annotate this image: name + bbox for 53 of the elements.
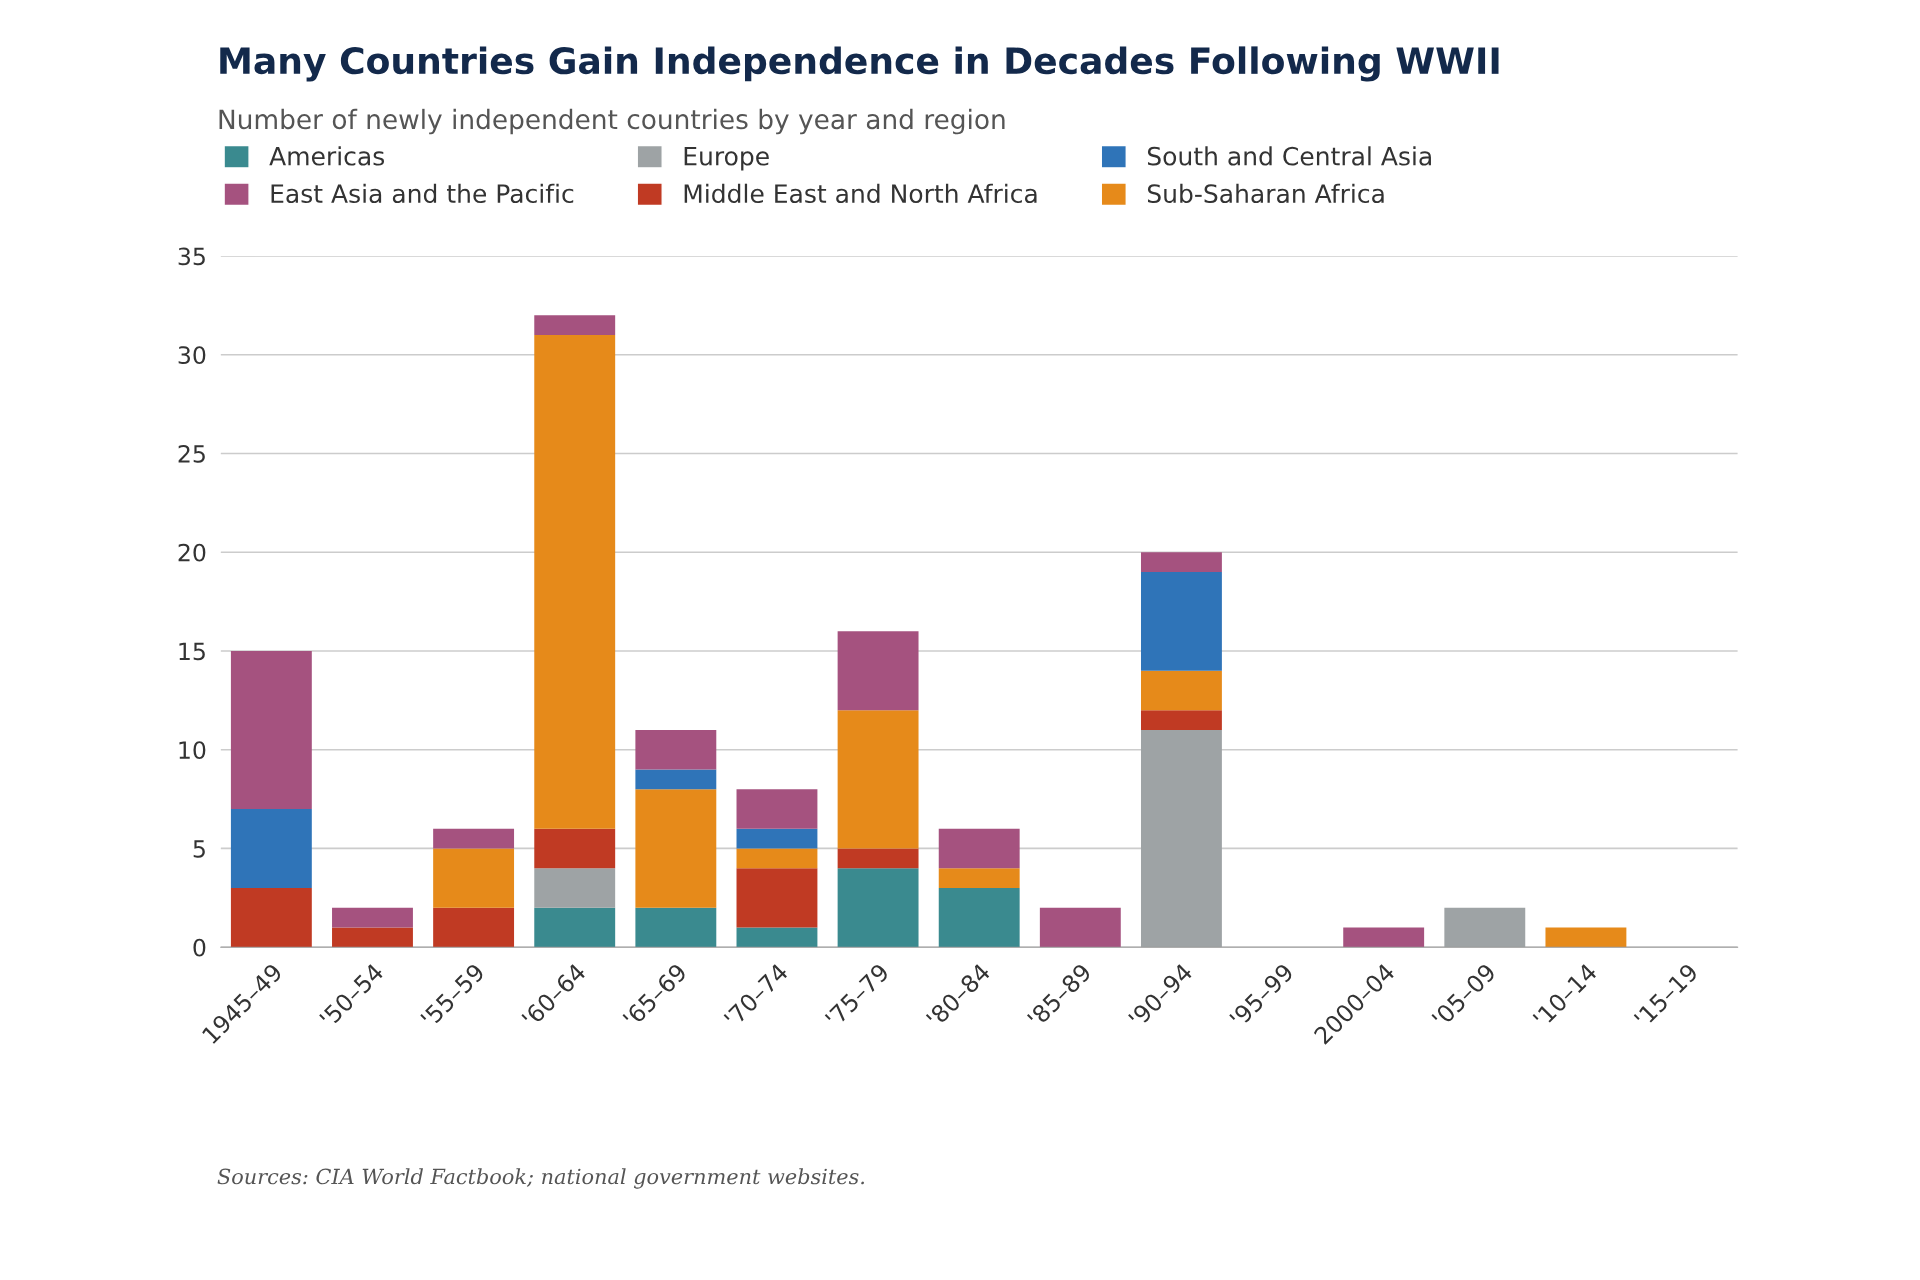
bar — [736, 868, 818, 928]
bar — [1039, 907, 1121, 948]
bar — [1140, 670, 1222, 711]
bar — [635, 907, 717, 948]
bar — [534, 334, 616, 829]
y-tick-label: 25 — [178, 444, 205, 463]
y-tick-label: 15 — [179, 642, 205, 661]
bar — [433, 828, 515, 849]
legend-label: Sub-Saharan Africa — [1147, 183, 1384, 204]
bar — [938, 868, 1020, 888]
bar — [230, 650, 312, 809]
bar — [433, 848, 515, 908]
bar — [837, 848, 919, 869]
bar — [534, 868, 616, 908]
chart-title: Many Countries Gain Independence in Decades Following WWII — [220, 46, 1499, 82]
bar — [635, 789, 717, 908]
y-tick-label: 30 — [178, 346, 206, 365]
bar — [938, 887, 1020, 948]
bar — [534, 907, 616, 948]
y-tick-label: 20 — [178, 543, 206, 562]
legend-label: Europe — [684, 147, 769, 171]
legend-label: Americas — [269, 146, 385, 166]
bar — [837, 710, 919, 849]
bar — [635, 729, 717, 770]
bar — [736, 789, 818, 829]
bar — [1140, 710, 1222, 730]
legend-label: Middle East and North Africa — [684, 183, 1037, 204]
bar — [1140, 571, 1222, 671]
y-tick-label: 0 — [193, 938, 206, 957]
y-tick-label: 35 — [178, 247, 205, 266]
bar — [534, 315, 616, 335]
legend-label: South and Central Asia — [1147, 146, 1431, 166]
bar — [1140, 552, 1222, 572]
bar — [332, 927, 413, 948]
bar — [230, 808, 312, 888]
bar — [1545, 927, 1627, 948]
bar — [938, 828, 1020, 869]
bar — [736, 828, 818, 849]
y-tick-label: 10 — [179, 741, 206, 760]
bar — [1343, 927, 1425, 948]
bar — [230, 887, 312, 948]
bar — [635, 769, 717, 790]
bar — [534, 828, 616, 869]
bar — [837, 868, 919, 948]
legend-label: East Asia and the Pacific — [271, 183, 574, 204]
bar — [332, 907, 413, 928]
bar — [736, 848, 818, 869]
bar — [433, 907, 515, 948]
y-tick-label: 5 — [193, 840, 205, 858]
bar — [837, 631, 919, 711]
chart-subtitle: Number of newly independent countries by year and region — [219, 108, 1005, 135]
bar — [736, 927, 818, 948]
source-note: Sources: CIA World Factbook; national government websites. — [217, 1168, 864, 1189]
